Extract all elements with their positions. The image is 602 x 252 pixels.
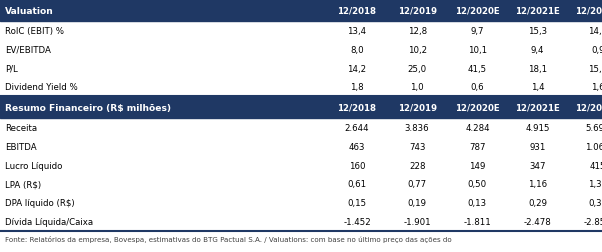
Text: 12/2019: 12/2019 [398, 7, 436, 16]
Text: 0,15: 0,15 [347, 198, 367, 207]
Text: 15,2: 15,2 [588, 64, 602, 73]
Text: 41,5: 41,5 [468, 64, 487, 73]
Text: 1,8: 1,8 [350, 83, 364, 92]
Text: 13,4: 13,4 [347, 27, 367, 36]
Text: 5.694: 5.694 [586, 124, 602, 133]
Text: 743: 743 [409, 142, 426, 151]
Text: Lucro Líquido: Lucro Líquido [5, 161, 62, 170]
Bar [0, 0, 602, 22]
Text: 9,4: 9,4 [531, 46, 544, 55]
Text: 1,0: 1,0 [411, 83, 424, 92]
Text: 12,8: 12,8 [408, 27, 427, 36]
Text: 18,1: 18,1 [528, 64, 547, 73]
Text: -2.853: -2.853 [584, 217, 602, 226]
Text: 12/2018: 12/2018 [338, 7, 376, 16]
Text: 0,61: 0,61 [347, 180, 367, 189]
Text: 14,9: 14,9 [588, 27, 602, 36]
Text: -2.478: -2.478 [524, 217, 551, 226]
Text: DPA líquido (R$): DPA líquido (R$) [5, 198, 75, 207]
Text: Receita: Receita [5, 124, 37, 133]
Text: Valuation: Valuation [5, 7, 54, 16]
Text: 0,6: 0,6 [471, 83, 484, 92]
Text: RoIC (EBIT) %: RoIC (EBIT) % [5, 27, 64, 36]
Text: 3.836: 3.836 [405, 124, 429, 133]
Text: 0,50: 0,50 [468, 180, 487, 189]
Text: 787: 787 [469, 142, 486, 151]
Text: -1.901: -1.901 [403, 217, 431, 226]
Text: 0,77: 0,77 [408, 180, 427, 189]
Text: 10,1: 10,1 [468, 46, 487, 55]
Text: 12/2021E: 12/2021E [515, 103, 560, 112]
Text: 4.284: 4.284 [465, 124, 489, 133]
Text: 228: 228 [409, 161, 426, 170]
Text: 347: 347 [529, 161, 546, 170]
Text: 2.644: 2.644 [345, 124, 369, 133]
Text: 1,6: 1,6 [591, 83, 602, 92]
Text: -1.811: -1.811 [464, 217, 491, 226]
Text: 12/2019: 12/2019 [398, 103, 436, 112]
Text: 12/2018: 12/2018 [338, 103, 376, 112]
Text: 12/2022E: 12/2022E [576, 103, 602, 112]
Text: 12/2021E: 12/2021E [515, 7, 560, 16]
Text: P/L: P/L [5, 64, 17, 73]
Text: 1,4: 1,4 [531, 83, 544, 92]
Text: 15,3: 15,3 [528, 27, 547, 36]
Text: 8,0: 8,0 [350, 46, 364, 55]
Text: 1.066: 1.066 [586, 142, 602, 151]
Text: 0,9: 0,9 [591, 46, 602, 55]
Text: -1.452: -1.452 [343, 217, 371, 226]
Text: 149: 149 [469, 161, 486, 170]
Text: 1,39: 1,39 [588, 180, 602, 189]
Text: 12/2022E: 12/2022E [576, 7, 602, 16]
Text: Dividend Yield %: Dividend Yield % [5, 83, 78, 92]
Text: 0,13: 0,13 [468, 198, 487, 207]
Text: EBITDA: EBITDA [5, 142, 37, 151]
Text: Resumo Financeiro (R$ milhões): Resumo Financeiro (R$ milhões) [5, 103, 171, 112]
Text: 12/2020E: 12/2020E [455, 7, 500, 16]
Text: 14,2: 14,2 [347, 64, 367, 73]
Text: 12/2020E: 12/2020E [455, 103, 500, 112]
Bar [0, 97, 602, 119]
Text: 160: 160 [349, 161, 365, 170]
Text: 25,0: 25,0 [408, 64, 427, 73]
Text: 4.915: 4.915 [526, 124, 550, 133]
Text: 463: 463 [349, 142, 365, 151]
Text: ano; (E) com base no preço das ações de R$ 21,06, em 28 de julho de 2021.: ano; (E) com base no preço das ações de … [5, 251, 277, 252]
Text: 0,35: 0,35 [588, 198, 602, 207]
Text: 9,7: 9,7 [471, 27, 484, 36]
Text: Dívida Líquida/Caixa: Dívida Líquida/Caixa [5, 217, 93, 226]
Text: 0,19: 0,19 [408, 198, 427, 207]
Text: 931: 931 [529, 142, 546, 151]
Text: LPA (R$): LPA (R$) [5, 180, 41, 189]
Text: 415: 415 [589, 161, 602, 170]
Text: EV/EBITDA: EV/EBITDA [5, 46, 51, 55]
Text: 0,29: 0,29 [528, 198, 547, 207]
Text: 10,2: 10,2 [408, 46, 427, 55]
Text: 1,16: 1,16 [528, 180, 547, 189]
Text: Fonte: Relatórios da empresa, Bovespa, estimativas do BTG Pactual S.A. / Valuati: Fonte: Relatórios da empresa, Bovespa, e… [5, 235, 451, 242]
